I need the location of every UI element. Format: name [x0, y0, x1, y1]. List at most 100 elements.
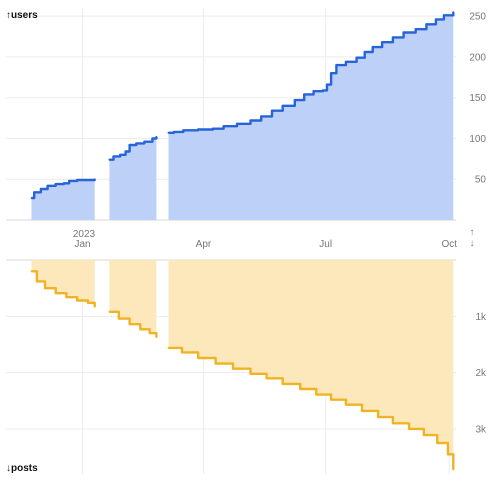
posts-point-2-6: [155, 336, 158, 339]
line-layer: [30, 11, 455, 471]
users-point-3-23: [381, 41, 383, 44]
users-tick-label-50: 50: [475, 175, 487, 186]
users-point-2-9: [155, 135, 158, 138]
users-point-1-6: [62, 182, 65, 185]
users-point-2-1: [108, 158, 111, 161]
posts-point-3-5: [232, 367, 234, 370]
users-point-1-7: [68, 180, 70, 182]
posts-point-2-1: [108, 310, 111, 313]
posts-point-1-1: [30, 270, 33, 273]
users-point-3-6: [222, 125, 225, 128]
users-point-1-8: [76, 179, 79, 181]
posts-point-3-1: [167, 347, 170, 349]
posts-tick-label-1k: 1k: [475, 312, 487, 323]
users-point-1-2: [33, 191, 36, 194]
posts-point-3-11: [330, 398, 332, 401]
users-point-3-25: [402, 31, 405, 34]
posts-point-2-2: [117, 317, 120, 320]
users-point-3-14: [312, 90, 315, 93]
users-point-2-8: [151, 137, 154, 140]
users-point-3-19: [345, 60, 347, 63]
users-point-3-3: [182, 129, 185, 132]
posts-point-3-3: [197, 357, 200, 359]
posts-axis-title: ↓posts: [6, 463, 38, 474]
users-tick-label-250: 250: [469, 12, 486, 23]
users-point-1-9: [85, 179, 88, 181]
users-point-2-3: [119, 153, 122, 156]
users-point-3-15: [322, 89, 324, 92]
posts-tick-label-3k: 3k: [475, 424, 487, 435]
posts-point-3-18: [436, 442, 439, 444]
users-point-3-4: [197, 128, 200, 131]
posts-tick-label-2k: 2k: [475, 368, 487, 379]
posts-point-3-16: [408, 428, 410, 430]
posts-point-1-5: [65, 296, 68, 299]
users-point-2-7: [143, 140, 146, 143]
users-point-1-4: [46, 184, 49, 187]
users-point-3-1: [167, 131, 170, 134]
users-point-3-17: [330, 72, 332, 75]
users-point-3-2: [173, 131, 175, 133]
users-point-3-11: [281, 104, 284, 107]
users-point-3-22: [371, 46, 374, 48]
users-point-3-18: [335, 64, 338, 66]
x-tick-label-oct: Oct: [442, 239, 458, 250]
x-tick-label-jul: Jul: [319, 239, 332, 250]
users-point-3-9: [260, 115, 263, 118]
users-point-3-27: [425, 23, 428, 26]
posts-point-1-8: [93, 305, 96, 308]
x-year-label: 2023: [73, 229, 96, 240]
users-point-3-20: [355, 56, 358, 59]
users-point-3-7: [236, 122, 238, 125]
users-point-1-3: [40, 188, 42, 190]
users-tick-label-150: 150: [469, 93, 486, 104]
posts-line-segment-2: [109, 310, 158, 338]
users-point-3-10: [271, 109, 273, 112]
posts-point-3-10: [315, 393, 318, 396]
posts-point-1-3: [44, 287, 46, 290]
users-point-3-5: [212, 127, 214, 130]
users-axis-title: ↑users: [6, 10, 38, 21]
users-tick-label-100: 100: [469, 134, 486, 145]
users-area-segment-1: [31, 179, 95, 220]
users-point-3-21: [363, 51, 366, 53]
posts-point-3-7: [265, 377, 268, 380]
posts-point-3-19: [447, 453, 449, 456]
users-point-3-12: [293, 99, 296, 101]
posts-point-3-14: [377, 416, 379, 418]
posts-point-3-20: [452, 468, 455, 471]
users-point-3-13: [303, 93, 306, 96]
users-point-3-8: [249, 119, 252, 122]
x-tick-label-apr: Apr: [196, 239, 212, 250]
users-line-segment-1: [31, 178, 96, 200]
posts-point-1-7: [87, 301, 89, 304]
users-point-3-28: [435, 18, 437, 21]
posts-point-2-4: [139, 328, 142, 331]
up-arrow-icon: ↑: [470, 227, 475, 238]
posts-point-3-12: [345, 403, 347, 406]
posts-point-2-3: [128, 323, 131, 326]
posts-point-3-9: [299, 388, 302, 390]
users-point-3-29: [443, 14, 445, 17]
posts-point-3-17: [422, 434, 425, 436]
users-point-2-6: [135, 142, 138, 145]
posts-point-3-13: [361, 410, 363, 412]
users-area-segment-2: [109, 136, 157, 220]
posts-point-3-4: [214, 362, 217, 365]
users-point-3-16: [326, 83, 328, 86]
posts-line-segment-3: [168, 346, 455, 470]
posts-area-segment-3: [168, 260, 454, 470]
users-point-1-1: [30, 197, 33, 199]
users-point-3-30: [452, 11, 455, 14]
posts-area-segment-1: [31, 260, 95, 307]
posts-point-1-2: [36, 280, 38, 283]
area-layer: [31, 12, 454, 470]
users-point-2-4: [124, 150, 127, 153]
posts-point-3-8: [281, 383, 284, 385]
posts-point-1-6: [76, 299, 79, 302]
users-point-1-10: [93, 178, 96, 181]
down-arrow-icon: ↓: [470, 238, 475, 249]
users-point-2-2: [112, 155, 115, 158]
